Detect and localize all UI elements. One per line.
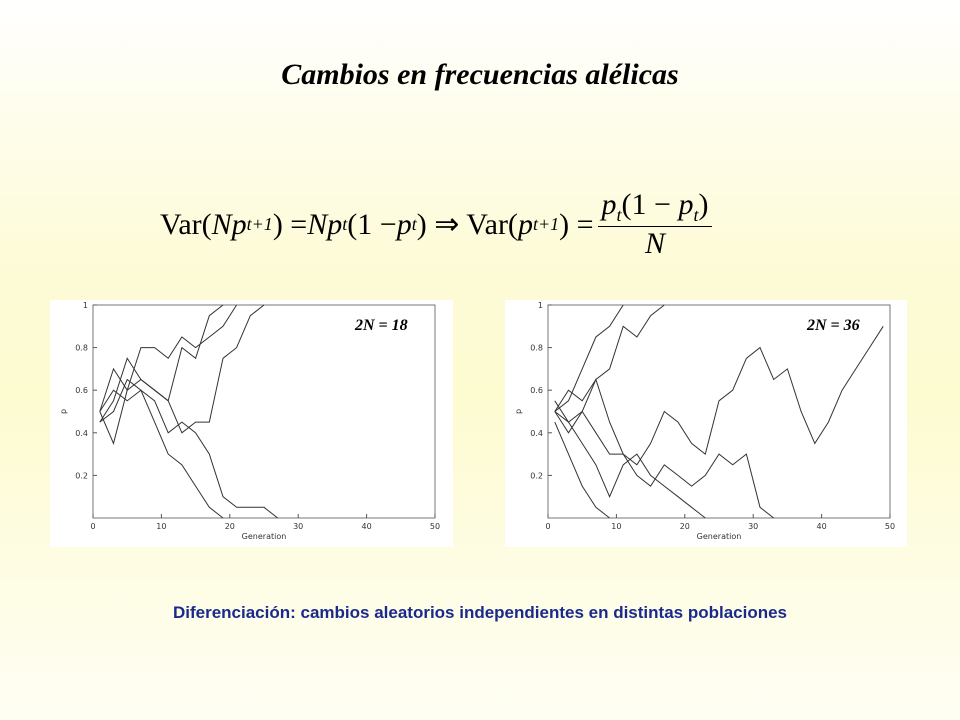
y-axis-label: p bbox=[514, 409, 523, 414]
y-tick-label: 0.6 bbox=[75, 386, 88, 395]
denominator: N bbox=[644, 227, 665, 260]
slide-title: Cambios en frecuencias alélicas bbox=[281, 58, 679, 91]
chart: 0 10 20 30 40 50 0.2 0.4 0.6 0.8 1 Generation p 2N = … bbox=[505, 300, 907, 547]
formula-part: t bbox=[693, 205, 699, 225]
x-tick-label: 40 bbox=[362, 522, 372, 531]
x-tick-label: 50 bbox=[430, 522, 440, 531]
x-tick-label: 50 bbox=[885, 522, 895, 531]
formula-part: ) = bbox=[272, 207, 308, 241]
formula-part: p bbox=[517, 207, 533, 241]
y-tick-label: 0.4 bbox=[75, 429, 88, 438]
line bbox=[554, 326, 884, 466]
y-tick-label: 1 bbox=[538, 301, 543, 310]
line bbox=[99, 304, 265, 445]
formula-part: (1 − bbox=[347, 207, 397, 241]
formula-part: Var( bbox=[160, 207, 212, 241]
y-tick-label: 0.6 bbox=[530, 386, 543, 395]
y-axis-label: p bbox=[59, 409, 68, 414]
formula-part: (1 − bbox=[621, 188, 679, 221]
formula-part: ) ⇒ Var( bbox=[416, 208, 518, 241]
x-tick-label: 0 bbox=[545, 522, 550, 531]
formula-part: p bbox=[231, 207, 247, 241]
formula-part: N bbox=[211, 207, 232, 241]
formula-part: p bbox=[396, 207, 412, 241]
x-axis-label: Generation bbox=[697, 532, 742, 541]
plot-frame bbox=[92, 304, 436, 519]
line bbox=[99, 304, 224, 423]
formula-part: ) bbox=[698, 188, 709, 221]
formula-part: t bbox=[616, 205, 622, 225]
caption: Diferenciación: cambios aleatorios indep… bbox=[172, 603, 788, 622]
formula-part: p bbox=[601, 188, 617, 221]
line bbox=[554, 378, 775, 519]
chart: 0 10 20 30 40 50 0.2 0.4 0.6 0.8 1 Generation p 2N = … bbox=[50, 300, 453, 547]
formula-part: t+1 bbox=[532, 214, 560, 234]
line bbox=[554, 411, 706, 519]
formula-part: t bbox=[411, 214, 417, 234]
line bbox=[99, 304, 238, 412]
x-tick-label: 0 bbox=[90, 522, 95, 531]
annotation: 2N = 36 bbox=[806, 317, 860, 334]
x-tick-label: 30 bbox=[293, 522, 303, 531]
line bbox=[554, 304, 665, 412]
formula-part: p bbox=[327, 207, 343, 241]
formula-part: p bbox=[678, 188, 694, 221]
y-tick-label: 1 bbox=[83, 301, 88, 310]
formula-part: t bbox=[342, 214, 348, 234]
x-tick-label: 10 bbox=[156, 522, 166, 531]
y-tick-label: 0.8 bbox=[530, 344, 543, 353]
y-tick-label: 0.8 bbox=[75, 344, 88, 353]
x-tick-label: 30 bbox=[748, 522, 758, 531]
x-tick-label: 20 bbox=[680, 522, 690, 531]
plot-frame bbox=[547, 304, 891, 519]
y-tick-label: 0.2 bbox=[75, 471, 88, 480]
y-tick-label: 0.2 bbox=[530, 471, 543, 480]
y-tick-label: 0.4 bbox=[530, 429, 543, 438]
x-tick-label: 20 bbox=[225, 522, 235, 531]
annotation: 2N = 18 bbox=[354, 317, 408, 334]
x-tick-label: 10 bbox=[611, 522, 621, 531]
fraction: pt(1 − pt) N bbox=[597, 188, 713, 261]
line bbox=[554, 421, 610, 519]
x-axis-label: Generation bbox=[242, 532, 287, 541]
formula-part: N bbox=[307, 207, 328, 241]
formula-part: t+1 bbox=[246, 214, 273, 234]
formula-part: ) = bbox=[559, 207, 594, 241]
line bbox=[554, 304, 624, 412]
numerator: pt(1 − pt) bbox=[597, 188, 713, 227]
line bbox=[99, 389, 279, 519]
x-tick-label: 40 bbox=[817, 522, 827, 531]
line bbox=[99, 378, 224, 519]
